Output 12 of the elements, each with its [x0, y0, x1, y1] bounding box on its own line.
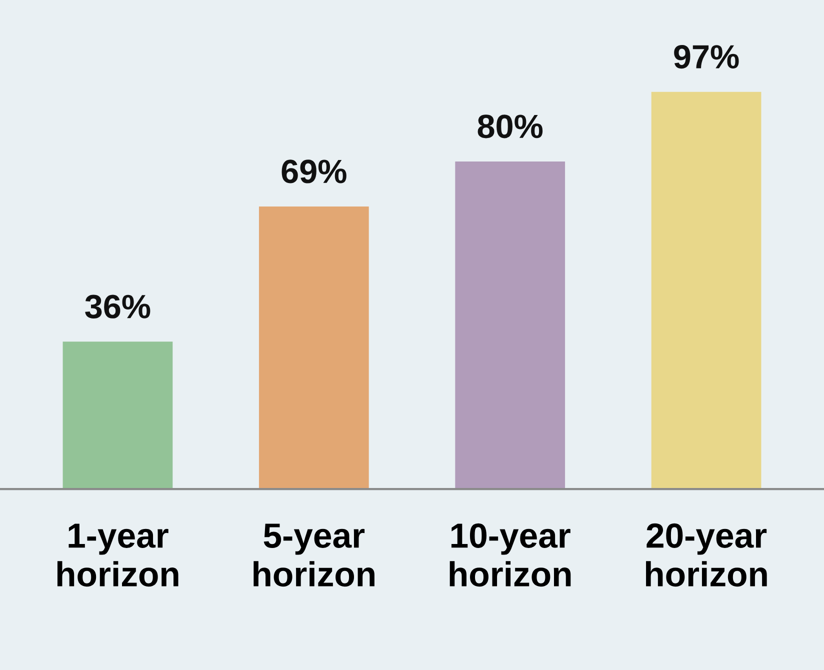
bar [455, 161, 566, 490]
bar [258, 206, 369, 490]
data-label: 69% [282, 160, 346, 184]
bar [651, 92, 762, 490]
x-tick-label: 5-year horizon [254, 524, 374, 587]
data-label: 97% [674, 44, 739, 69]
x-tick-label: 20-year horizon [646, 523, 767, 587]
data-label: 80% [478, 114, 543, 138]
data-label: 36% [85, 294, 150, 318]
x-tick-label: 10-year horizon [450, 523, 571, 587]
x-tick-label: 1-year horizon [57, 524, 178, 587]
bar [62, 342, 173, 490]
